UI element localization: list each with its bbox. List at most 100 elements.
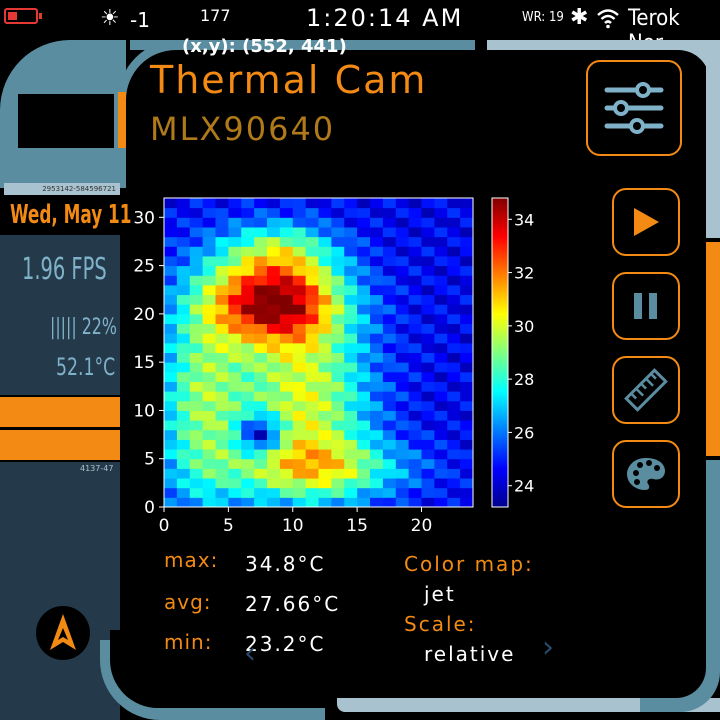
heatmap-cell: [241, 458, 255, 469]
heatmap-cell: [447, 198, 461, 209]
heatmap-cell: [460, 236, 474, 247]
heatmap-cell: [202, 255, 217, 267]
heatmap-cell: [331, 207, 345, 218]
heatmap-cell: [202, 497, 217, 508]
heatmap-cell: [447, 487, 461, 498]
colormap-value[interactable]: jet: [424, 582, 456, 606]
heatmap-cell: [279, 217, 294, 228]
heatmap-cell: [395, 236, 410, 247]
heatmap-cell: [279, 381, 294, 392]
heatmap-cell: [357, 226, 371, 238]
heatmap-cell: [460, 458, 474, 469]
heatmap-cell: [421, 342, 435, 353]
starfleet-delta-icon: [36, 606, 90, 660]
scale-next-icon[interactable]: ›: [542, 630, 554, 665]
heatmap-cell: [164, 342, 178, 353]
heatmap-cell: [215, 236, 229, 247]
heatmap-cell: [447, 294, 461, 305]
heatmap-cell: [215, 478, 229, 489]
colormap-button[interactable]: [612, 440, 680, 508]
heatmap-cell: [357, 304, 371, 315]
heatmap-cell: [434, 420, 448, 431]
heatmap-cell: [202, 391, 217, 402]
heatmap-cell: [344, 381, 358, 392]
y-tick-label: 15: [133, 353, 155, 373]
heatmap-cell: [164, 468, 178, 479]
heatmap-cell: [305, 478, 320, 489]
heatmap-cell: [434, 217, 448, 228]
heatmap-cell: [370, 391, 384, 402]
heatmap-cell: [241, 304, 255, 315]
heatmap-cell: [176, 497, 191, 508]
heatmap-cell: [344, 342, 358, 353]
heatmap-cell: [228, 458, 242, 469]
heatmap-cell: [189, 217, 204, 228]
heatmap-cell: [176, 217, 191, 228]
heatmap-cell: [215, 217, 229, 228]
heatmap-cell: [241, 198, 255, 209]
settings-button[interactable]: [586, 60, 682, 156]
heatmap-cell: [344, 362, 358, 373]
orange-bar-1: [0, 397, 120, 427]
heatmap-cell: [357, 313, 371, 325]
heatmap-cell: [395, 391, 410, 402]
orange-bar-2: [0, 430, 120, 460]
brightness-icon: ☀: [100, 6, 120, 31]
heatmap-cell: [331, 478, 345, 489]
heatmap-cell: [331, 304, 345, 315]
colorbar-tick-label: 28: [514, 370, 534, 389]
heatmap-cell: [254, 381, 268, 392]
heatmap-cell: [395, 400, 410, 411]
status-bar: ☀ -1 177 1:20:14 AM WR: 19 ✱ Terok Nor: [0, 0, 720, 56]
y-tick-label: 20: [133, 305, 155, 325]
heatmap-cell: [215, 198, 229, 209]
heatmap-cell: [202, 429, 217, 440]
heatmap-cell: [434, 458, 448, 469]
heatmap-cell: [382, 362, 397, 373]
avg-value: 27.66°C: [245, 592, 341, 616]
heatmap-cell: [382, 439, 397, 450]
heatmap-cell: [434, 284, 448, 296]
frame-bottom-cutout: [110, 630, 210, 708]
heatmap-cell: [305, 294, 320, 305]
heatmap-cell: [460, 487, 474, 498]
heatmap-cell: [331, 255, 345, 267]
heatmap-cell: [254, 255, 268, 267]
heatmap-cell: [228, 352, 242, 363]
heatmap-cell: [267, 265, 281, 276]
heatmap-cell: [254, 313, 268, 325]
heatmap-cell: [176, 198, 191, 209]
x-axis: 0 5 10 15 20: [159, 507, 432, 535]
heatmap-cell: [331, 429, 345, 440]
pause-button[interactable]: [612, 272, 680, 340]
heatmap-cell: [447, 207, 461, 218]
heatmap-cell: [176, 333, 191, 344]
avg-label: avg:: [164, 590, 212, 614]
heatmap-cell: [292, 226, 307, 238]
heatmap-cell: [434, 226, 448, 238]
scale-prev-icon[interactable]: ‹: [244, 636, 256, 671]
heatmap-cell: [241, 449, 255, 460]
heatmap-cell: [318, 275, 332, 286]
frame-lower-left: [0, 462, 120, 720]
heatmap-cell: [318, 362, 332, 373]
heatmap-cell: [344, 458, 358, 469]
heatmap-cell: [164, 439, 178, 450]
heatmap-cell: [318, 420, 332, 431]
heatmap-cell: [331, 458, 345, 469]
heatmap-cell: [318, 246, 332, 257]
heatmap-cell: [460, 333, 474, 344]
heatmap-cell: [305, 497, 320, 508]
scale-value[interactable]: relative: [424, 642, 516, 666]
heatmap-cell: [331, 497, 345, 508]
heatmap-cell: [228, 226, 242, 238]
heatmap-cell: [344, 275, 358, 286]
heatmap-cell: [370, 371, 384, 382]
heatmap-cell: [357, 246, 371, 257]
heatmap-cell: [215, 400, 229, 411]
heatmap-cell: [202, 246, 217, 257]
measure-button[interactable]: [612, 356, 680, 424]
play-button[interactable]: [612, 188, 680, 256]
heatmap-cell: [254, 294, 268, 305]
heatmap-cell: [447, 226, 461, 238]
